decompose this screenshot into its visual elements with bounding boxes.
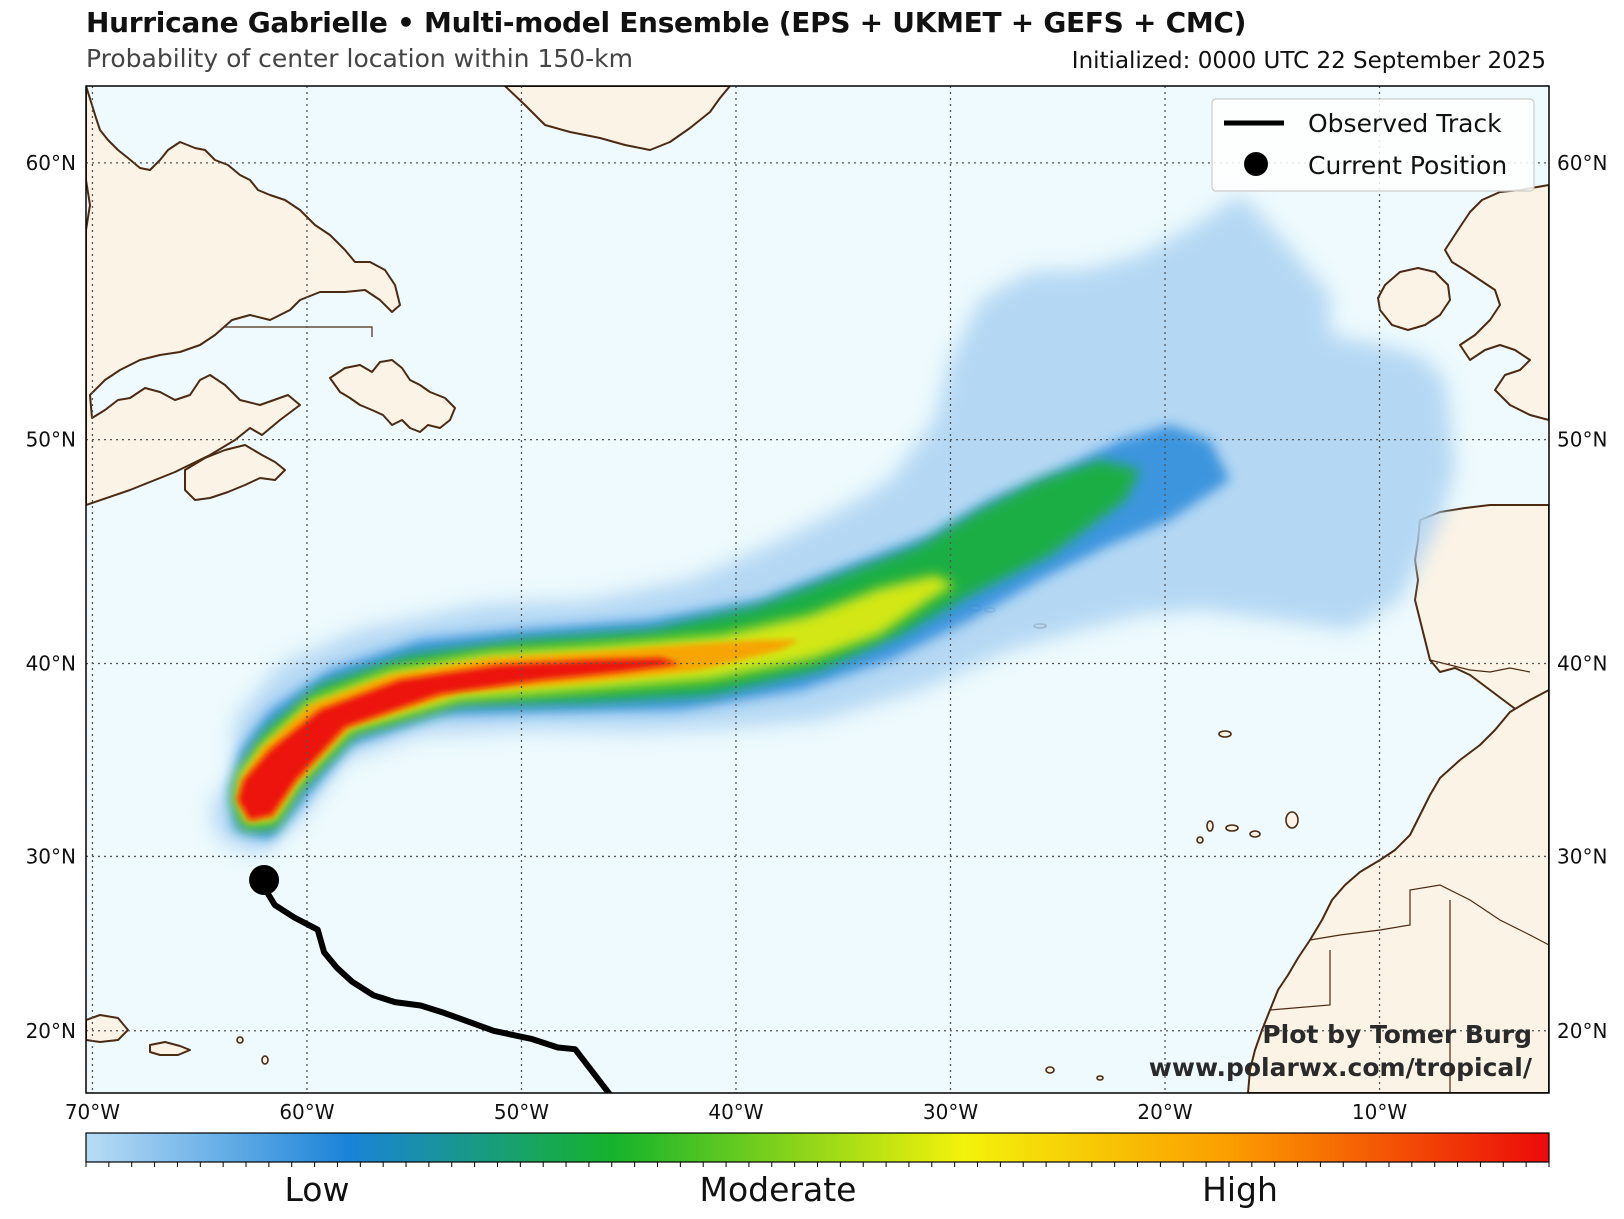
borders — [225, 326, 1549, 1093]
lon-tick-label: 60°W — [279, 1100, 334, 1124]
land-nova-scotia — [184, 444, 286, 501]
chart-title: Hurricane Gabrielle • Multi-model Ensemb… — [86, 6, 1247, 39]
credit-line-1: Plot by Tomer Burg — [1262, 1020, 1532, 1049]
map-frame — [85, 85, 1550, 1094]
lat-tick-label-right: 50°N — [1557, 428, 1607, 452]
dot-icon — [1244, 152, 1268, 176]
legend-box — [1211, 98, 1535, 192]
lat-tick-label-left: 40°N — [26, 651, 76, 675]
land-greenland — [504, 86, 731, 151]
lat-tick-label-left: 20°N — [26, 1019, 76, 1043]
lat-tick-label-left: 60°N — [26, 151, 76, 175]
swath-red — [238, 658, 680, 820]
colorbar-label-low: Low — [284, 1170, 350, 1209]
lat-tick-label-right: 60°N — [1557, 151, 1607, 175]
lat-tick-label-right: 20°N — [1557, 1019, 1607, 1043]
legend-label-current-position: Current Position — [1308, 151, 1507, 180]
chart-subtitle: Probability of center location within 15… — [86, 44, 634, 73]
current-position-marker — [249, 864, 280, 895]
credit-line-2: www.polarwx.com/tropical/ — [1148, 1053, 1532, 1082]
lat-tick-label-left: 30°N — [26, 844, 76, 868]
lon-tick-label: 30°W — [923, 1100, 978, 1124]
observed-track-line — [261, 884, 613, 1093]
init-time: Initialized: 0000 UTC 22 September 2025 — [1071, 48, 1546, 74]
colorbar-gradient — [85, 1132, 1550, 1163]
lat-tick-label-left: 50°N — [26, 428, 76, 452]
legend-label-observed-track: Observed Track — [1308, 109, 1502, 138]
lat-tick-label-right: 40°N — [1557, 651, 1607, 675]
lon-tick-label: 70°W — [65, 1100, 120, 1124]
lon-tick-label: 10°W — [1352, 1100, 1407, 1124]
probability-swath — [210, 195, 1455, 855]
colorbar-label-high: High — [1202, 1170, 1278, 1209]
land-caribbean-1 — [86, 1014, 129, 1043]
lon-tick-label: 40°W — [708, 1100, 763, 1124]
lon-tick-label: 20°W — [1137, 1100, 1192, 1124]
legend: Observed Track Current Position — [1211, 98, 1535, 192]
axis-labels: 70°W 60°W 50°W 40°W 30°W 20°W 10°W 20°N 20°N 30°N… — [26, 151, 1608, 1124]
land-iberia — [1414, 504, 1549, 731]
land-caribbean-2 — [149, 1041, 191, 1056]
lat-tick-label-right: 30°N — [1557, 844, 1607, 868]
colorbar — [85, 1132, 1550, 1167]
land-africa — [1247, 689, 1549, 1093]
swath-orange — [236, 640, 800, 822]
land-masses — [86, 86, 1549, 1093]
lon-tick-label: 50°W — [494, 1100, 549, 1124]
colorbar-ticks — [85, 1162, 1550, 1167]
swath-yellow — [235, 575, 955, 825]
land-labrador-quebec — [86, 86, 401, 506]
colorbar-label-moderate: Moderate — [699, 1170, 857, 1209]
land-newfoundland — [329, 359, 456, 433]
